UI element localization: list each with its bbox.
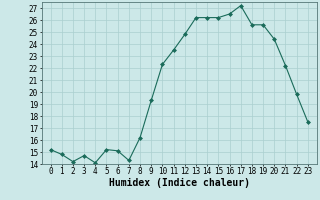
X-axis label: Humidex (Indice chaleur): Humidex (Indice chaleur) (109, 178, 250, 188)
